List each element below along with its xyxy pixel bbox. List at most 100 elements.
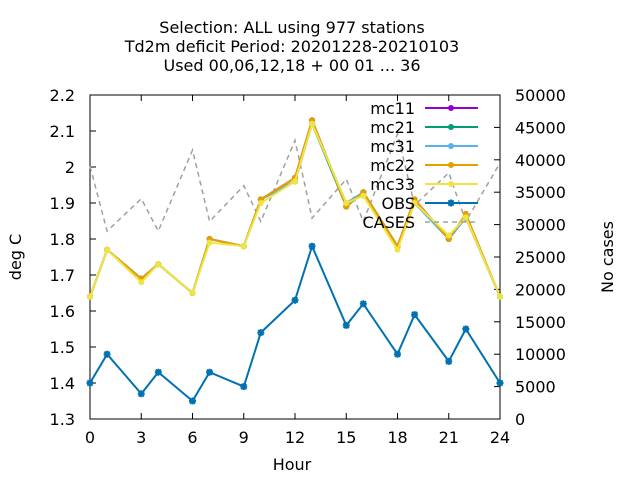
chart-title-line: Td2m deficit Period: 20201228-20210103 — [124, 37, 459, 56]
y2-tick-label: 5000 — [515, 378, 556, 397]
y-tick-label: 2.1 — [50, 122, 75, 141]
legend-label: mc22 — [370, 156, 415, 175]
y2-axis-label: No cases — [598, 221, 617, 293]
y2-tick-label: 0 — [515, 410, 525, 429]
data-point — [240, 243, 247, 250]
data-point — [462, 325, 470, 333]
y-tick-label: 1.8 — [50, 230, 75, 249]
legend-label: mc11 — [370, 99, 415, 118]
plot-frame — [89, 94, 501, 420]
y2-tick-label: 25000 — [515, 248, 566, 267]
legend-marker — [448, 181, 454, 187]
x-tick-label: 24 — [490, 428, 510, 447]
x-tick-label: 0 — [85, 428, 95, 447]
data-point — [360, 192, 367, 199]
data-point — [154, 368, 162, 376]
legend-label: mc33 — [370, 175, 415, 194]
legend-entry: mc33 — [370, 175, 478, 194]
data-point — [359, 300, 367, 308]
data-point — [189, 397, 196, 405]
data-point — [394, 246, 401, 253]
data-point — [496, 379, 504, 387]
legend-label: CASES — [362, 213, 415, 232]
legend-marker — [448, 105, 454, 111]
x-tick-label: 9 — [239, 428, 249, 447]
y2-tick-label: 10000 — [515, 345, 566, 364]
data-point — [291, 296, 299, 304]
data-point — [411, 311, 419, 319]
data-point — [155, 261, 162, 268]
x-tick-label: 6 — [187, 428, 197, 447]
y2-tick-label: 30000 — [515, 216, 566, 235]
data-point — [137, 390, 145, 398]
legend-entry: OBS — [382, 194, 478, 213]
x-axis-label: Hour — [273, 455, 312, 474]
series-mc33 — [87, 120, 503, 300]
y-tick-label: 2.2 — [50, 86, 75, 105]
data-point — [87, 293, 93, 300]
x-tick-label: 12 — [285, 428, 305, 447]
legend-label: mc31 — [370, 137, 415, 156]
data-point — [240, 383, 248, 391]
data-point — [86, 379, 94, 387]
data-point — [343, 200, 350, 206]
chart-title-line: Selection: ALL using 977 stations — [159, 18, 424, 37]
x-tick-label: 3 — [136, 428, 146, 447]
series-line — [89, 131, 501, 233]
data-point — [292, 178, 298, 185]
data-point — [445, 357, 453, 365]
legend-entry: mc31 — [370, 137, 478, 156]
legend-label: mc21 — [370, 118, 415, 137]
y-tick-label: 1.3 — [50, 410, 75, 429]
y2-tick-label: 45000 — [515, 118, 566, 137]
legend-entry: mc21 — [370, 118, 478, 137]
x-tick-label: 21 — [439, 428, 459, 447]
series-obs — [86, 242, 504, 405]
y2-axis: 0 5000 10000 15000 20000 25000 30000 35000 40000… — [494, 86, 566, 429]
y-tick-label: 1.4 — [50, 374, 75, 393]
data-point — [308, 242, 316, 250]
data-point — [103, 350, 111, 358]
y-tick-label: 1.7 — [50, 266, 75, 285]
data-point — [411, 200, 418, 206]
data-point — [104, 246, 111, 253]
series-line — [89, 120, 501, 297]
data-point — [138, 279, 145, 286]
y-tick-label: 1.9 — [50, 194, 75, 213]
x-tick-label: 15 — [336, 428, 356, 447]
series-cases — [89, 131, 501, 233]
data-point — [257, 329, 265, 337]
data-point — [342, 321, 350, 329]
y2-tick-label: 15000 — [515, 313, 566, 332]
legend-entry: mc22 — [370, 156, 478, 175]
legend-entry: CASES — [362, 213, 478, 232]
y2-tick-label: 50000 — [515, 86, 566, 105]
chart-title-line: Used 00,06,12,18 + 00 01 ... 36 — [164, 56, 421, 75]
data-point — [445, 232, 452, 239]
x-axis: 0 3 6 9 12 15 18 21 24 — [85, 95, 510, 447]
data-point — [309, 120, 316, 127]
data-point — [206, 239, 213, 246]
data-point — [497, 293, 503, 300]
legend-marker — [448, 162, 454, 168]
legend-marker — [448, 143, 454, 149]
y-axis-label: deg C — [6, 234, 25, 280]
data-point — [189, 290, 196, 296]
y-tick-label: 1.6 — [50, 302, 75, 321]
y-axis: 1.3 1.4 1.5 1.6 1.7 1.8 1.9 2 2.1 2.2 — [50, 86, 96, 429]
legend-marker — [447, 199, 455, 207]
legend-entry: mc11 — [370, 99, 478, 118]
chart-title: Selection: ALL using 977 stations Td2m d… — [124, 18, 459, 75]
y-tick-label: 2 — [65, 158, 75, 177]
legend-label: OBS — [382, 194, 415, 213]
series-layer — [86, 117, 504, 405]
legend-marker — [448, 124, 454, 130]
y2-tick-label: 20000 — [515, 280, 566, 299]
x-tick-label: 18 — [387, 428, 407, 447]
y-tick-label: 1.5 — [50, 338, 75, 357]
data-point — [206, 368, 214, 376]
data-point — [462, 214, 469, 221]
y2-tick-label: 40000 — [515, 151, 566, 170]
